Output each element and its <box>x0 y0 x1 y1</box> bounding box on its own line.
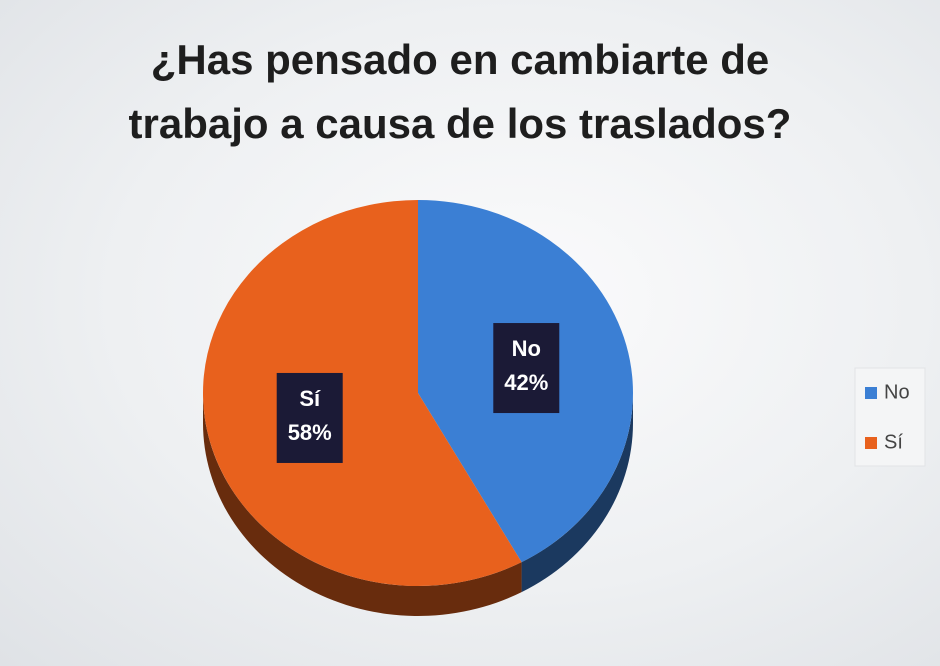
slice <box>202 200 522 586</box>
legend-box <box>854 367 926 467</box>
chart-title: ¿Has pensado en cambiarte de trabajo a c… <box>128 36 792 147</box>
legend-label: No <box>884 381 910 403</box>
data-label-value: 58% <box>288 420 332 445</box>
slice-side <box>203 393 522 617</box>
data-label-category: No <box>512 336 541 361</box>
slice-side <box>521 393 633 593</box>
data-label-category: Sí <box>299 386 321 411</box>
legend-label: Sí <box>884 431 903 453</box>
data-label-box <box>493 323 560 414</box>
legend: No Sí <box>854 367 926 467</box>
data-label-box <box>276 372 343 463</box>
data-label-value: 42% <box>504 370 548 395</box>
legend-swatch <box>865 437 877 449</box>
legend-swatch <box>865 387 877 399</box>
